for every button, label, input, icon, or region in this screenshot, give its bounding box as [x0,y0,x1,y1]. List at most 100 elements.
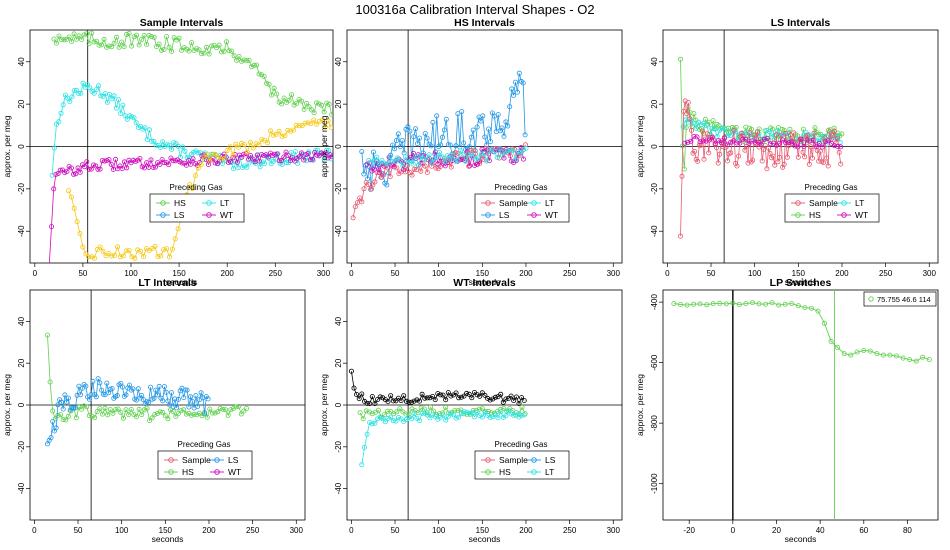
data-point [501,405,507,411]
plot-area [347,290,622,520]
x-tick-label: 50 [78,269,87,278]
data-point [464,149,470,155]
data-point [62,392,68,398]
data-point [470,407,476,413]
data-point [156,383,162,389]
y-tick-label: 0 [334,144,343,149]
x-tick-label: 0 [349,269,354,278]
data-point [151,34,157,40]
data-point [126,412,132,418]
data-point [427,395,433,401]
data-point [127,382,133,388]
data-point [172,158,178,164]
data-point [422,163,428,169]
data-point [214,45,220,51]
data-point [94,38,100,44]
data-point [408,154,414,160]
data-point [697,139,703,145]
data-point [700,138,706,144]
data-point [216,42,222,48]
data-point [447,142,453,148]
data-point [206,51,212,57]
data-point [104,157,110,163]
data-point [118,410,124,416]
data-point [236,144,242,150]
data-point [170,409,176,415]
data-point [391,146,397,152]
data-point [157,409,163,415]
data-point [464,390,470,396]
series-wt [48,149,333,263]
data-point [286,97,292,103]
data-point [175,396,181,402]
data-point [234,159,240,165]
data-point [719,125,725,131]
data-point [129,43,135,49]
data-point [84,159,90,165]
data-point [435,161,441,167]
data-point [104,44,110,50]
legend-swatch-point [795,200,801,206]
data-point [468,134,474,140]
plot-area [30,290,305,520]
data-point [139,37,145,43]
data-point [461,409,467,415]
data-point [249,64,255,70]
x-tick-label: 100 [432,526,446,535]
data-point [508,158,514,164]
data-point [419,391,425,397]
data-point [783,140,789,146]
data-point [428,143,434,149]
data-point [822,320,828,326]
data-point [359,149,365,155]
data-point [466,410,472,416]
data-point [367,419,373,425]
data-point [691,120,697,126]
y-tick-label: -40 [17,482,26,494]
data-point [501,133,507,139]
panel-ls: LS Intervals 0 50 100 150 200 250 300 -40 -20 0 20 4… [635,17,939,287]
data-point [321,157,327,163]
data-point [323,150,329,156]
data-point [147,384,153,390]
data-point [387,174,393,180]
data-point [69,405,75,411]
data-point [487,397,493,403]
data-point [71,31,77,37]
data-point [390,398,396,404]
data-point [460,152,466,158]
data-point [811,130,817,136]
data-point [854,349,860,355]
legend-item-lt: LT [545,467,554,477]
data-point [296,123,302,129]
data-point [784,154,790,160]
data-point [416,162,422,168]
data-point [250,145,256,151]
panel-title: HS Intervals [454,17,515,29]
data-point [52,416,58,422]
data-point [691,111,697,117]
data-point [798,136,804,142]
data-point [764,166,770,172]
data-point [76,91,82,97]
data-point [195,150,201,156]
data-point [874,351,880,357]
data-point [83,383,89,389]
data-point [395,414,401,420]
data-point [60,417,66,423]
y-tick-label: -20 [650,183,659,195]
data-point [443,417,449,423]
data-point [306,104,312,110]
y-tick-label: -800 [650,415,659,432]
data-point [775,125,781,131]
data-point [758,136,764,142]
data-point [491,149,497,155]
data-point [448,411,454,417]
data-point [687,116,693,122]
data-point [173,413,179,419]
data-point [393,418,399,424]
data-point [93,87,99,93]
data-point [397,144,403,150]
legend-item-hs: HS [174,198,186,208]
data-point [316,118,322,124]
